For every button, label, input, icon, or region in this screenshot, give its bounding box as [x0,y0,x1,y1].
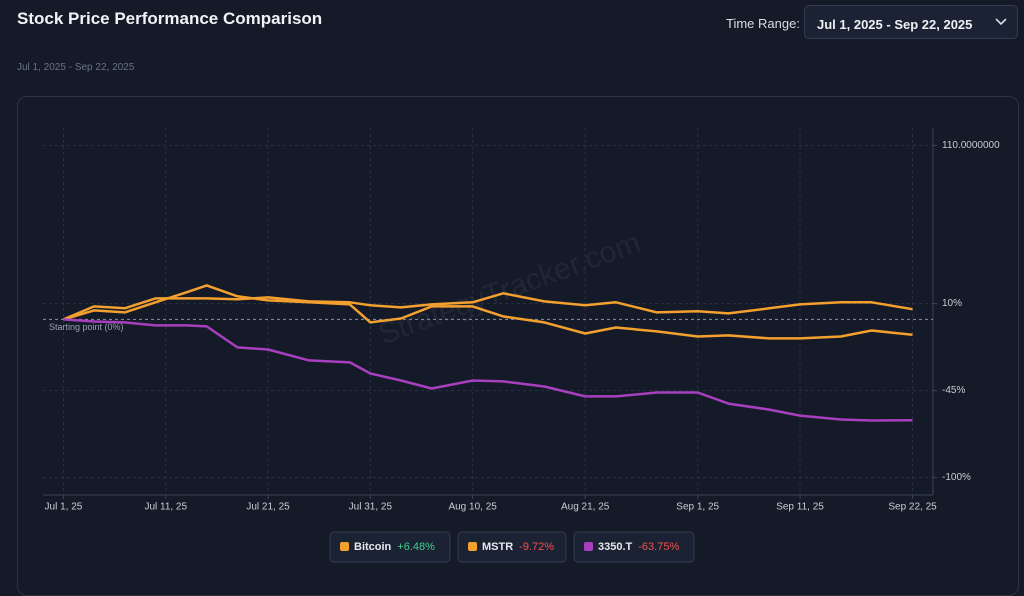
x-tick-label: Jul 31, 25 [349,502,393,513]
legend-change: -63.75% [638,541,679,553]
legend-swatch [340,542,349,551]
legend-box [573,531,695,563]
legend-name: Bitcoin [354,541,392,553]
legend-item[interactable]: Bitcoin +6.48% [329,531,451,563]
legend-item[interactable]: 3350.T -63.75% [573,531,695,563]
legend-name: 3350.T [598,541,633,553]
x-tick-label: Sep 22, 25 [888,502,937,513]
watermark: StrategyTracker.com [374,226,644,351]
legend-name: MSTR [482,541,513,553]
title: Stock Price Performance Comparison [17,9,323,28]
x-tick-label: Sep 1, 25 [676,502,719,513]
annotation: Starting point (0%) [49,322,124,332]
legend-change: -9.72% [519,541,554,553]
y-tick-label: 10% [942,298,962,309]
legend-box [329,531,451,563]
legend-box [457,531,567,563]
legend-item[interactable]: MSTR -9.72% [457,531,567,563]
chart: StrategyTracker.com 110.0000000 10% -45% -10… [43,128,1000,563]
x-tick-label: Sep 11, 25 [776,502,824,513]
y-tick-label: 110.0000000 [942,140,1000,151]
range-label: Time Range: [726,16,800,31]
x-tick-label: Jul 1, 25 [45,502,83,513]
x-tick-label: Jul 21, 25 [246,502,290,513]
subtitle: Jul 1, 2025 - Sep 22, 2025 [17,62,135,73]
chart-card [17,96,1019,596]
y-tick-label: -100% [942,472,971,483]
y-tick-label: -45% [942,385,965,396]
legend-change: +6.48% [397,541,435,553]
series-line [63,318,913,422]
chevron [995,18,1007,26]
legend-swatch [584,542,593,551]
x-tick-label: Aug 10, 25 [448,502,497,513]
series-line [63,292,913,321]
legend-swatch [468,542,477,551]
range-value: Jul 1, 2025 - Sep 22, 2025 [817,17,973,32]
range-dropdown[interactable]: Jul 1, 2025 - Sep 22, 2025 [804,5,1018,39]
page: Stock Price Performance Comparison Jul 1… [17,5,1019,596]
x-tick-label: Jul 11, 25 [144,502,187,513]
x-tick-label: Aug 21, 25 [561,502,610,513]
series-line [63,284,913,340]
